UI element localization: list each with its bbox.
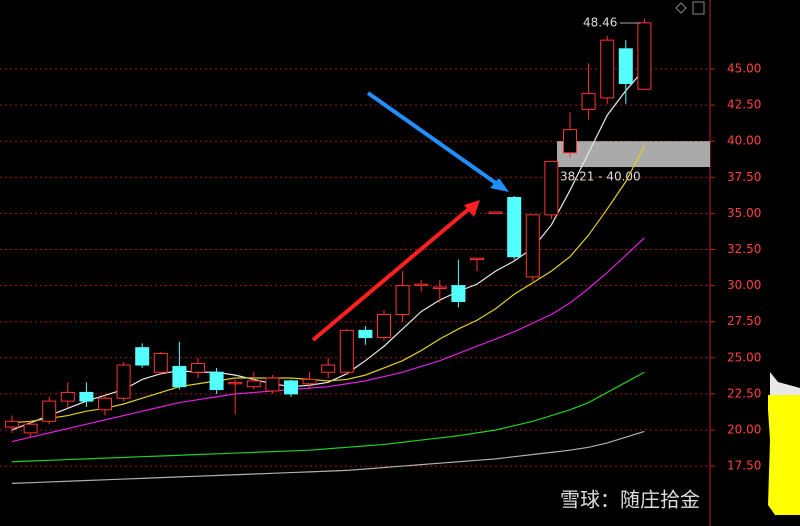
y-tick-label: 22.50: [727, 386, 761, 400]
arrow-head: [490, 178, 509, 192]
candle-body: [358, 329, 373, 339]
y-tick-label: 37.50: [727, 170, 761, 184]
candle-body: [284, 380, 298, 395]
candle-body: [116, 364, 131, 399]
candle-body: [414, 283, 429, 287]
y-tick-label: 30.00: [727, 278, 761, 292]
candle-body: [265, 377, 280, 392]
candle-body: [79, 391, 94, 402]
arrow-head: [464, 200, 480, 217]
candle-body: [339, 329, 354, 373]
price-zone: [557, 141, 710, 168]
high-label: 48.46: [583, 16, 617, 30]
candle-body: [563, 129, 577, 154]
zone-label: 38.21 - 40.00: [560, 170, 641, 184]
ma-line: [11, 371, 645, 463]
arrow: [366, 91, 502, 188]
candle-body: [470, 257, 484, 261]
candle-body: [432, 286, 447, 289]
y-tick-label: 25.00: [727, 350, 761, 364]
candle-body: [5, 420, 19, 428]
y-tick-label: 32.50: [727, 242, 761, 256]
candle-body: [451, 285, 466, 302]
candle-body: [191, 363, 205, 373]
candle-body: [23, 423, 38, 434]
candle-body: [60, 391, 75, 402]
candle-body: [153, 352, 168, 373]
volume-profile: [768, 395, 800, 515]
candle-body: [637, 22, 652, 90]
candle-body: [581, 93, 596, 110]
y-tick-label: 45.00: [727, 62, 761, 76]
icon[interactable]: [675, 2, 687, 14]
candle-body: [42, 400, 57, 422]
candle-body: [600, 39, 615, 99]
ma-line: [11, 145, 645, 424]
ma-line: [11, 237, 645, 443]
candle-body: [302, 378, 317, 385]
candle-body: [246, 380, 261, 388]
arrow: [311, 206, 472, 342]
candle-body: [135, 347, 150, 366]
candle-body: [172, 365, 187, 388]
candle-body: [228, 381, 243, 385]
y-tick-label: 27.50: [727, 314, 761, 328]
y-tick-label: 20.00: [727, 422, 761, 436]
candle-body: [395, 285, 410, 315]
candle-body: [209, 371, 224, 391]
candle-body: [525, 214, 540, 278]
candle-body: [544, 160, 559, 216]
y-tick-label: 40.00: [727, 134, 761, 148]
candle-body: [377, 313, 391, 339]
candle-body: [98, 397, 112, 411]
y-tick-label: 17.50: [727, 459, 761, 473]
candle-body: [507, 197, 522, 258]
candle-body: [488, 211, 503, 214]
candle-body: [618, 48, 633, 84]
candle-body: [321, 364, 336, 373]
y-tick-label: 35.00: [727, 206, 761, 220]
watermark: 雪球：随庄拾金: [560, 488, 700, 512]
volume-profile-top: [770, 372, 800, 395]
ma-line: [11, 430, 645, 485]
icon[interactable]: [692, 1, 705, 15]
y-tick-label: 42.50: [727, 98, 761, 112]
